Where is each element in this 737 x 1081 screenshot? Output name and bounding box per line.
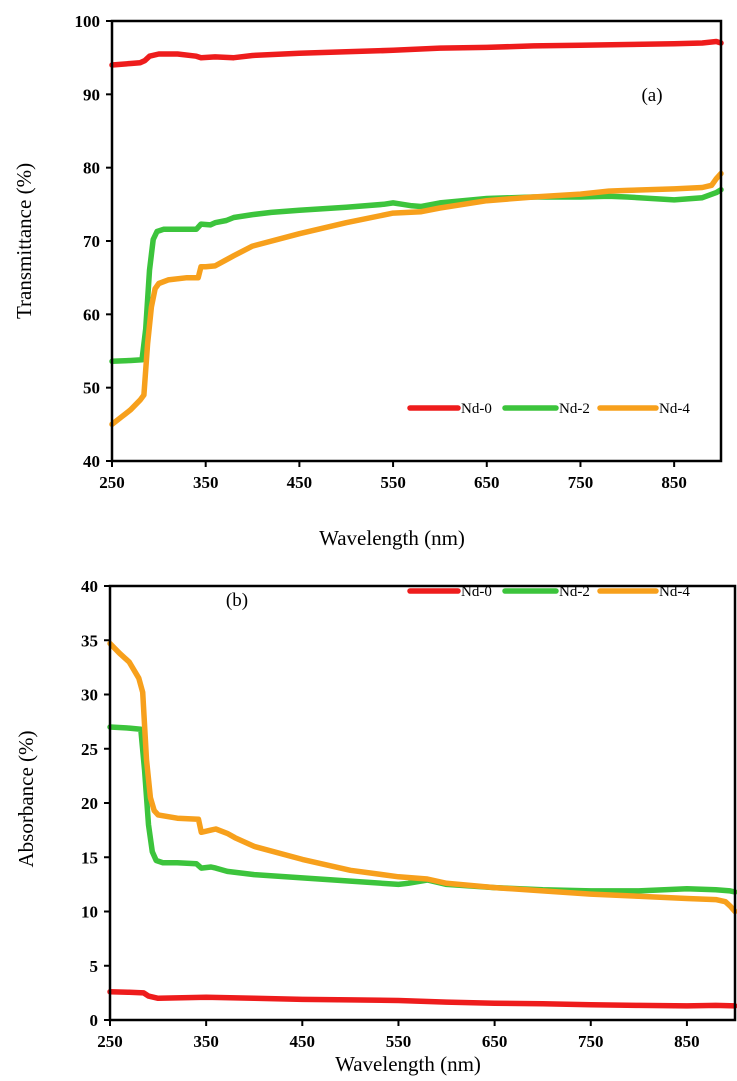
- legend-label-nd-4: Nd-4: [659, 401, 690, 417]
- x-tick-label: 650: [474, 473, 500, 492]
- y-axis-ticks: 40 50 60 70 80 90 100: [75, 12, 112, 471]
- series-line-nd-4: [107, 640, 737, 915]
- legend-label-nd-2: Nd-2: [559, 401, 590, 417]
- plot-lines: [109, 38, 724, 428]
- x-tick-label: 350: [193, 1032, 219, 1051]
- x-tick-label: 850: [661, 473, 687, 492]
- y-tick-label: 10: [81, 903, 98, 922]
- series-line-nd-2: [109, 186, 724, 365]
- y-tick-label: 90: [83, 85, 100, 104]
- panel-label: (a): [641, 85, 662, 106]
- series-line-nd-0: [107, 989, 737, 1009]
- y-axis-label: Transmittance (%): [12, 163, 36, 319]
- y-tick-label: 0: [90, 1011, 99, 1030]
- y-tick-label: 50: [83, 379, 100, 398]
- x-tick-label: 250: [99, 473, 125, 492]
- y-tick-label: 15: [81, 848, 98, 867]
- x-tick-label: 750: [568, 473, 594, 492]
- legend-label-nd-2: Nd-2: [559, 584, 590, 600]
- panel-label: (b): [226, 590, 248, 611]
- transmittance-chart: Transmittance (%) Wavelength (nm) (a) 25…: [12, 12, 724, 550]
- x-tick-label: 350: [193, 473, 219, 492]
- x-axis-label: Wavelength (nm): [335, 1052, 481, 1076]
- absorbance-chart: Absorbance (%) Wavelength (nm) (b) 250 35…: [14, 577, 737, 1076]
- x-tick-label: 650: [482, 1032, 508, 1051]
- series-line-nd-0: [109, 38, 724, 68]
- series-line-nd-2: [107, 724, 737, 895]
- x-axis-label: Wavelength (nm): [319, 526, 465, 550]
- y-tick-label: 40: [83, 452, 100, 471]
- legend-label-nd-0: Nd-0: [461, 401, 492, 417]
- x-tick-label: 450: [287, 473, 313, 492]
- y-tick-label: 30: [81, 686, 98, 705]
- series-line-nd-4: [109, 170, 724, 428]
- legend-label-nd-0: Nd-0: [461, 584, 492, 600]
- plot-frame: [108, 584, 737, 1022]
- y-tick-label: 80: [83, 159, 100, 178]
- y-tick-label: 40: [81, 577, 98, 596]
- y-axis-label: Absorbance (%): [14, 730, 38, 867]
- y-tick-label: 35: [81, 631, 98, 650]
- x-tick-label: 550: [380, 473, 406, 492]
- y-tick-label: 70: [83, 232, 100, 251]
- x-tick-label: 550: [386, 1032, 412, 1051]
- y-tick-label: 60: [83, 305, 100, 324]
- x-tick-label: 750: [578, 1032, 604, 1051]
- y-tick-label: 25: [81, 740, 98, 759]
- y-axis-ticks: 0 5 10 15 20 25 30 35 40: [81, 577, 110, 1030]
- y-tick-label: 20: [81, 794, 98, 813]
- y-tick-label: 5: [90, 957, 99, 976]
- x-tick-label: 850: [674, 1032, 700, 1051]
- x-axis-ticks: 250 350 450 550 650 750 850: [97, 1020, 700, 1051]
- plot-frame: [110, 19, 723, 463]
- x-axis-ticks: 250 350 450 550 650 750 850: [99, 461, 687, 492]
- legend: Nd-0 Nd-2 Nd-4: [407, 584, 690, 600]
- legend-label-nd-4: Nd-4: [659, 584, 690, 600]
- plot-lines: [107, 640, 737, 1009]
- y-tick-label: 100: [75, 12, 101, 31]
- x-tick-label: 250: [97, 1032, 123, 1051]
- legend: Nd-0 Nd-2 Nd-4: [407, 401, 690, 417]
- x-tick-label: 450: [290, 1032, 316, 1051]
